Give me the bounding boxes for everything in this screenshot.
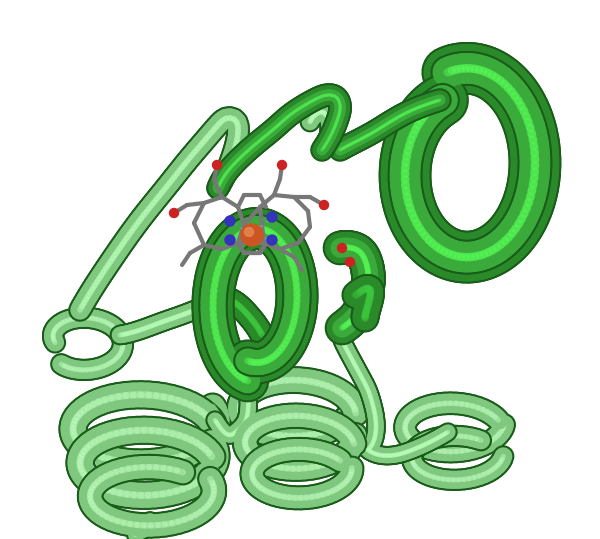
Circle shape: [225, 216, 235, 226]
Circle shape: [212, 161, 221, 169]
Circle shape: [225, 235, 235, 245]
Circle shape: [245, 227, 254, 237]
Circle shape: [337, 244, 347, 252]
Circle shape: [267, 212, 277, 222]
Circle shape: [277, 161, 287, 169]
Circle shape: [170, 209, 179, 218]
Circle shape: [346, 258, 355, 266]
Circle shape: [267, 235, 277, 245]
Circle shape: [241, 224, 263, 246]
Circle shape: [320, 201, 329, 210]
